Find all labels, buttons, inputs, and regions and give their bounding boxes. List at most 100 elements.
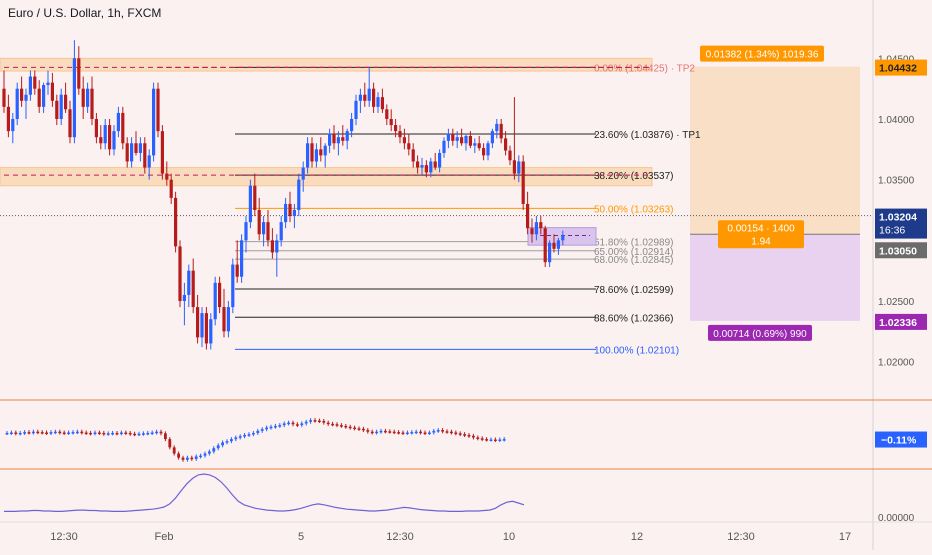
candle-body-30 — [134, 143, 138, 153]
osc-bar-80 — [357, 428, 361, 430]
badge-stop: 1.02336 — [879, 317, 917, 329]
mid-label-bg — [718, 220, 804, 249]
badge-entry-bg — [875, 242, 927, 259]
fib-label-7: 78.60% (1.02599) — [594, 285, 674, 296]
candle-body-114 — [504, 138, 508, 151]
osc-bar-69 — [309, 420, 312, 422]
osc-badge-bg — [875, 431, 927, 448]
osc-bar-41 — [186, 457, 189, 460]
osc-bar-27 — [124, 432, 128, 435]
osc-bar-44 — [199, 455, 202, 458]
candle-body-77 — [341, 137, 345, 141]
candle-body-6 — [28, 76, 32, 95]
osc-bar-20 — [93, 432, 97, 435]
stop-zone — [690, 234, 860, 321]
candle-body-104 — [460, 137, 464, 144]
candle-body-65 — [288, 203, 292, 217]
osc-bar-24 — [111, 432, 114, 435]
osc-bar-66 — [296, 424, 299, 426]
candle-body-16 — [72, 58, 76, 138]
osc-bar-77 — [344, 425, 348, 428]
candle-body-61 — [270, 240, 274, 253]
candle-body-99 — [438, 152, 442, 168]
candle-body-107 — [473, 143, 477, 146]
osc-bar-3 — [18, 432, 22, 435]
osc-bar-26 — [120, 432, 123, 435]
osc-bar-81 — [362, 428, 365, 431]
candle-body-41 — [182, 294, 186, 301]
osc-bar-91 — [406, 432, 409, 435]
osc-bar-95 — [423, 432, 427, 435]
osc-bar-104 — [463, 434, 466, 436]
osc-bar-70 — [313, 420, 317, 422]
candle-body-33 — [147, 155, 151, 168]
osc-bar-25 — [115, 432, 119, 435]
osc-bar-9 — [45, 432, 48, 435]
candle-body-97 — [429, 161, 433, 173]
candle-body-47 — [209, 319, 213, 344]
time-tick-4: 10 — [503, 531, 515, 543]
badge-countdown: 16:36 — [879, 225, 905, 237]
candle-body-1 — [6, 106, 10, 132]
candle-body-93 — [411, 149, 415, 162]
osc-bar-16 — [76, 431, 79, 434]
osc-bar-99 — [441, 430, 444, 432]
osc-bar-98 — [436, 430, 440, 432]
candle-body-57 — [253, 185, 257, 210]
candle-body-119 — [526, 203, 530, 229]
candle-body-74 — [328, 133, 332, 146]
osc-bar-64 — [287, 422, 290, 425]
osc-bar-72 — [322, 420, 326, 423]
candle-body-15 — [68, 109, 72, 138]
osc-bar-14 — [67, 432, 70, 435]
mid-label-line2: 1.94 — [751, 236, 771, 247]
candle-body-102 — [451, 133, 455, 141]
target-label: 0.01382 (1.34%) 1019.36 — [706, 50, 819, 61]
candle-body-75 — [332, 133, 336, 144]
candle-body-10 — [46, 82, 50, 86]
osc-bar-8 — [40, 432, 44, 434]
candle-body-122 — [539, 222, 543, 229]
osc-bar-88 — [392, 431, 396, 434]
candle-body-64 — [284, 203, 288, 223]
osc-bar-93 — [414, 431, 418, 434]
time-tick-5: 12 — [631, 531, 643, 543]
mid-label-line1: 0.00154 · 1400 — [727, 223, 795, 234]
osc-bar-45 — [203, 453, 207, 456]
osc-bar-111 — [494, 439, 497, 442]
osc-bar-74 — [331, 423, 334, 426]
candle-body-96 — [424, 165, 428, 173]
osc-bar-31 — [142, 433, 145, 435]
osc-bar-22 — [102, 432, 106, 435]
fib-label-2: 38.20% (1.03537) — [594, 171, 674, 182]
badge-current-bg — [875, 208, 927, 239]
candle-body-49 — [218, 282, 222, 308]
candle-body-94 — [416, 161, 420, 168]
osc-bar-90 — [401, 432, 405, 435]
osc-bar-58 — [260, 429, 264, 431]
osc-bar-1 — [10, 432, 13, 435]
candle-body-112 — [495, 123, 499, 132]
candle-body-118 — [521, 161, 525, 204]
candle-body-52 — [231, 264, 235, 308]
badge-stop-bg — [875, 313, 927, 330]
osc-bar-54 — [243, 435, 246, 437]
candle-body-42 — [187, 270, 191, 295]
chart-title: Euro / U.S. Dollar, 1h, FXCM — [8, 6, 162, 20]
stop-label-bg — [708, 324, 812, 341]
osc-bar-107 — [476, 437, 480, 439]
candle-body-63 — [279, 222, 283, 241]
candle-body-50 — [222, 307, 226, 332]
candle-body-60 — [266, 222, 270, 241]
candle-body-55 — [244, 222, 248, 241]
candle-body-91 — [402, 137, 406, 144]
time-tick-0: 12:30 — [50, 531, 78, 543]
candle-body-5 — [24, 94, 28, 101]
osc-bar-100 — [445, 431, 449, 433]
candle-body-78 — [345, 131, 349, 141]
osc-badge: −0.11% — [881, 435, 917, 447]
fib-label-8: 88.60% (1.02366) — [594, 313, 674, 324]
osc-bar-30 — [137, 433, 141, 436]
osc-bar-79 — [353, 427, 356, 430]
